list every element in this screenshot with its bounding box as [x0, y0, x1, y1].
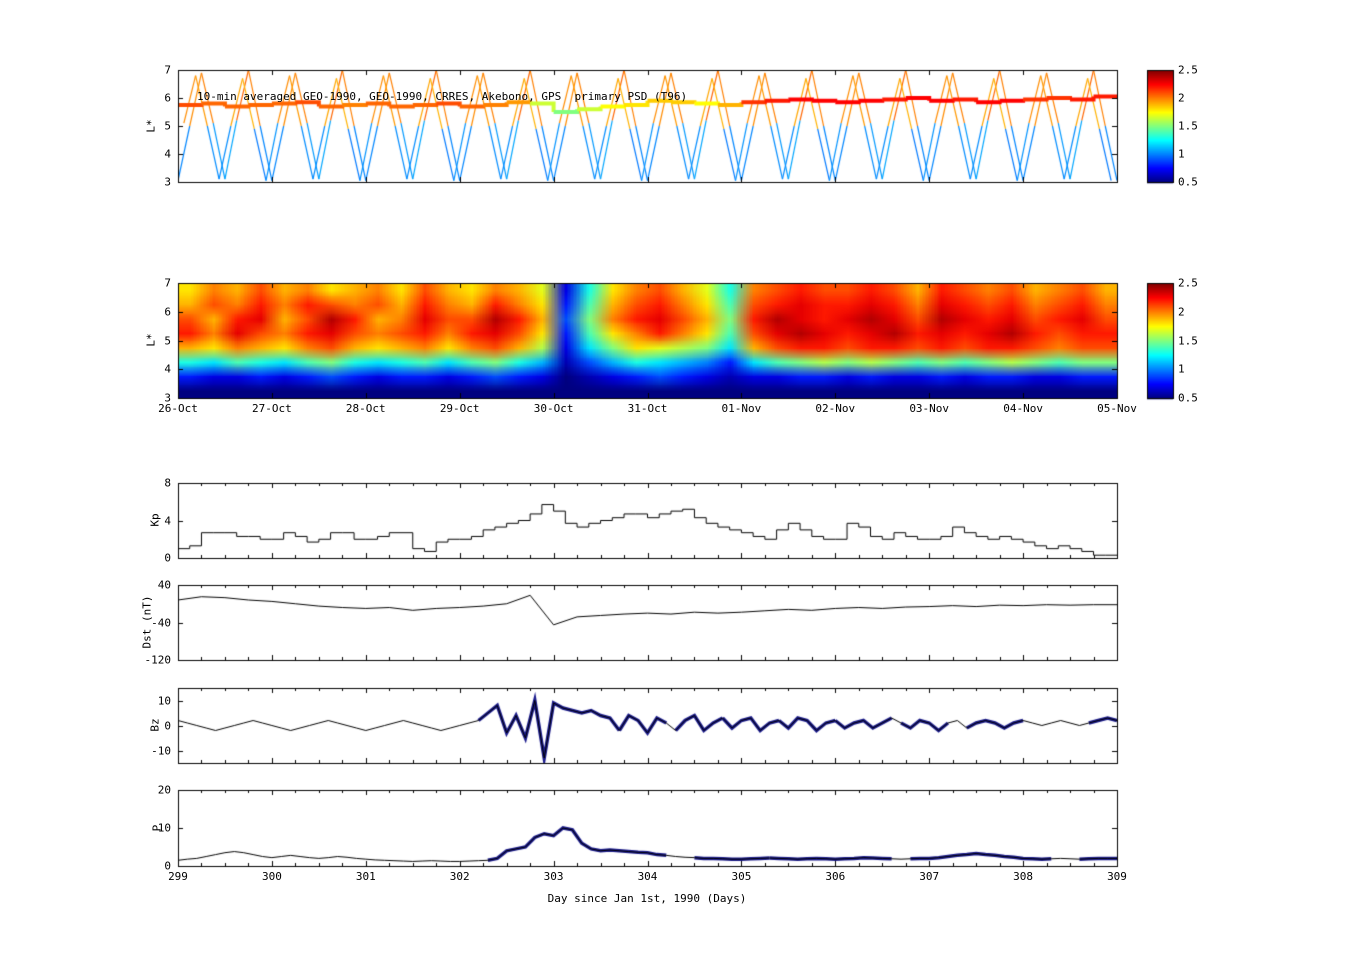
bz-panel [178, 688, 1117, 763]
colorbar-tick-label: 2 [1178, 305, 1185, 319]
colorbar-tick-label: 1 [1178, 362, 1185, 376]
psd-heatmap-ytick-label: 5 [164, 334, 171, 347]
x-axis-label: Day since Jan 1st, 1990 (Days) [547, 892, 747, 905]
psd-track-ytick-label: 3 [164, 175, 171, 189]
dst-panel [178, 585, 1117, 660]
day-tick-label: 300 [261, 870, 282, 883]
psd-heatmap-ytick-label: 3 [164, 391, 171, 405]
psd-heatmap-ytick-label: 6 [164, 305, 171, 319]
date-tick-label: 27-Oct [252, 402, 292, 415]
psd-track-ytick-label: 7 [164, 63, 171, 77]
day-tick-label: 307 [919, 870, 940, 883]
kp-ytick-label: 8 [164, 476, 171, 490]
colorbar-tick-label: 0.5 [1178, 391, 1198, 405]
day-tick-label: 305 [731, 870, 752, 883]
dst-ytick-label: -40 [151, 616, 171, 629]
date-tick-label: 26-Oct [158, 402, 198, 415]
day-tick-label: 308 [1013, 870, 1034, 883]
colorbar-tick-label: 0.5 [1178, 175, 1198, 189]
kp-ytick-label: 4 [164, 514, 171, 527]
date-tick-label: 30-Oct [533, 402, 574, 415]
day-tick-label: 304 [637, 870, 658, 883]
day-tick-label: 309 [1107, 870, 1127, 883]
bz-ylabel: Bz [148, 718, 162, 732]
day-tick-label: 299 [168, 870, 188, 883]
day-tick-label: 306 [825, 870, 846, 883]
psd-track-ytick-label: 6 [164, 91, 171, 105]
bz-ytick-label: 0 [164, 719, 171, 732]
pressure-panel [178, 790, 1117, 866]
psd-heatmap-ylabel: L* [144, 333, 158, 347]
psd-track-panel [178, 70, 1117, 182]
colorbar-tick-label: 2 [1178, 91, 1185, 105]
kp-ylabel: Kp [148, 513, 162, 527]
date-tick-label: 31-Oct [627, 402, 668, 415]
date-tick-label: 01-Nov [721, 402, 762, 415]
colorbar-tick-label: 1.5 [1178, 334, 1198, 347]
day-tick-label: 302 [449, 870, 470, 883]
dst-ytick-label: -120 [144, 653, 172, 667]
psd-track-ylabel: L* [144, 119, 158, 133]
kp-ytick-label: 0 [164, 551, 171, 565]
p-ytick-label: 10 [157, 821, 171, 835]
p-ytick-label: 20 [157, 783, 171, 797]
bz-ytick-label: -10 [151, 744, 171, 757]
dst-ytick-label: 40 [157, 578, 171, 592]
date-tick-label: 29-Oct [439, 402, 480, 415]
colorbar-tick-label: 2.5 [1178, 63, 1198, 77]
psd-heatmap-ytick-label: 7 [164, 276, 171, 290]
psd-track-ytick-label: 5 [164, 119, 171, 133]
plot-title: 10-min averaged GEO-1990, GEO-1990, CRRE… [197, 90, 688, 103]
date-tick-label: 28-Oct [345, 402, 386, 415]
psd-track-ytick-label: 4 [164, 147, 171, 161]
bz-ytick-label: 10 [157, 694, 171, 707]
psd-heatmap-ytick-label: 4 [164, 362, 171, 376]
psd-track-colorbar [1147, 70, 1173, 182]
date-tick-label: 05-Nov [1097, 402, 1137, 415]
day-tick-label: 301 [355, 870, 376, 883]
psd-heatmap-colorbar [1147, 283, 1173, 398]
day-tick-label: 303 [543, 870, 564, 883]
kp-panel [178, 483, 1117, 558]
p-ytick-label: 0 [164, 859, 171, 873]
colorbar-tick-label: 2.5 [1178, 276, 1198, 290]
psd-heatmap-panel [178, 283, 1117, 398]
date-tick-label: 03-Nov [909, 402, 950, 415]
colorbar-tick-label: 1.5 [1178, 119, 1198, 133]
colorbar-tick-label: 1 [1178, 147, 1185, 161]
date-tick-label: 04-Nov [1003, 402, 1043, 415]
date-tick-label: 02-Nov [815, 402, 856, 415]
